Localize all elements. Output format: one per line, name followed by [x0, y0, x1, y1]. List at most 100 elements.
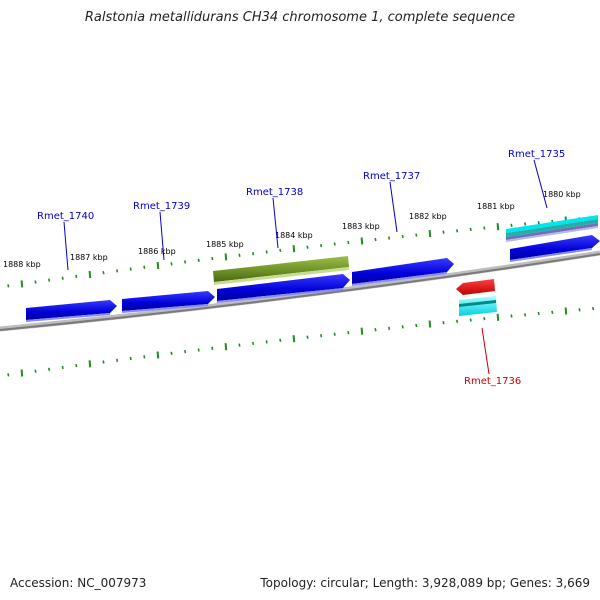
minor-tick [211, 256, 214, 261]
accession-text: Accession: NC_007973 [10, 576, 147, 590]
minor-tick [34, 280, 37, 284]
minor-tick [401, 325, 404, 329]
minor-tick [116, 269, 119, 273]
minor-tick [469, 318, 472, 322]
major-tick [292, 245, 296, 253]
gene-arrow-rmet-1739[interactable] [122, 291, 215, 313]
minor-tick [388, 326, 391, 330]
minor-tick [524, 222, 527, 226]
minor-tick [388, 236, 391, 240]
major-tick [360, 237, 364, 245]
minor-tick [347, 331, 350, 335]
major-tick [88, 360, 92, 368]
minor-tick [75, 274, 78, 279]
minor-tick [592, 306, 595, 311]
sequence-backbone-edge [0, 253, 600, 331]
minor-tick [483, 226, 486, 230]
minor-tick [75, 363, 78, 368]
gene-arrow-rmet-1737[interactable] [352, 258, 454, 286]
minor-tick [102, 360, 105, 364]
outer-scale-ticks [7, 216, 595, 288]
major-tick [496, 313, 500, 321]
minor-tick [48, 367, 51, 371]
minor-tick [524, 313, 527, 317]
minor-tick [551, 310, 554, 314]
minor-tick [578, 308, 581, 312]
minor-tick [320, 243, 323, 248]
cyan-reverse-feature[interactable] [459, 296, 497, 316]
minor-tick [510, 314, 513, 318]
gene-label-rmet-1738[interactable]: Rmet_1738 [246, 187, 303, 198]
minor-tick [401, 234, 404, 239]
scale-label: 1881 kbp [477, 202, 515, 211]
minor-tick [197, 348, 200, 352]
gene-label-rmet-1740[interactable]: Rmet_1740 [37, 211, 94, 222]
scale-label: 1882 kbp [409, 212, 447, 221]
minor-tick [129, 267, 132, 271]
cyan-feature-bar[interactable] [506, 215, 598, 233]
minor-tick [279, 248, 282, 253]
minor-tick [537, 311, 540, 316]
gene-label-rmet-1739[interactable]: Rmet_1739 [133, 201, 190, 212]
major-tick [428, 230, 432, 238]
major-tick [292, 335, 296, 343]
minor-tick [7, 373, 10, 377]
minor-tick [197, 258, 200, 262]
minor-tick [34, 369, 37, 373]
inner-scale-ticks [7, 306, 595, 377]
minor-tick [48, 278, 51, 282]
minor-tick [415, 233, 418, 237]
minor-tick [61, 365, 64, 370]
major-tick [20, 369, 24, 377]
minor-tick [333, 242, 336, 246]
minor-tick [279, 338, 282, 342]
major-tick [156, 261, 160, 270]
gene-arrow-rmet-1736[interactable] [456, 279, 495, 295]
minor-tick [537, 221, 540, 225]
olive-feature-bar[interactable] [213, 256, 349, 285]
map-title: Ralstonia metallidurans CH34 chromosome … [84, 10, 516, 25]
slate-feature-bar[interactable] [506, 223, 598, 242]
scale-label: 1883 kbp [342, 222, 380, 231]
major-tick [496, 223, 500, 231]
minor-tick [238, 343, 241, 347]
label-leader-lines [63, 159, 548, 375]
minor-tick [143, 265, 146, 269]
scale-label: 1888 kbp [3, 260, 41, 269]
minor-tick [265, 250, 268, 254]
minor-tick [184, 349, 187, 354]
gene-label-rmet-1736[interactable]: Rmet_1736 [464, 376, 521, 387]
minor-tick [7, 284, 10, 288]
scale-label: 1886 kbp [138, 247, 176, 256]
gene-arrow-rmet-1740[interactable] [26, 300, 117, 322]
sequence-info-text: Topology: circular; Length: 3,928,089 bp… [260, 576, 590, 590]
major-tick [428, 320, 432, 328]
minor-tick [306, 245, 309, 249]
major-tick [224, 343, 228, 351]
scale-labels: 1888 kbp 1887 kbp 1886 kbp 1885 kbp 1884… [3, 190, 581, 269]
teal-feature-bar[interactable] [506, 219, 598, 237]
minor-tick [456, 319, 459, 323]
gene-arrow-rmet-1738[interactable] [217, 274, 350, 303]
minor-tick [265, 340, 268, 344]
scale-label: 1884 kbp [275, 231, 313, 240]
major-tick [564, 307, 568, 315]
minor-tick [456, 229, 459, 233]
minor-tick [129, 356, 132, 361]
scale-label: 1885 kbp [206, 240, 244, 249]
gene-label-rmet-1735[interactable]: Rmet_1735 [508, 149, 565, 160]
gene-arrow-rmet-1735[interactable] [510, 235, 600, 262]
gene-label-rmet-1737[interactable]: Rmet_1737 [363, 171, 420, 182]
scale-label: 1880 kbp [543, 190, 581, 199]
minor-tick [415, 323, 418, 328]
minor-tick [510, 223, 513, 227]
minor-tick [238, 253, 241, 257]
minor-tick [483, 317, 486, 321]
major-tick [88, 270, 92, 279]
minor-tick [102, 271, 105, 275]
major-tick [360, 327, 364, 335]
minor-tick [306, 335, 309, 339]
minor-tick [374, 237, 377, 242]
